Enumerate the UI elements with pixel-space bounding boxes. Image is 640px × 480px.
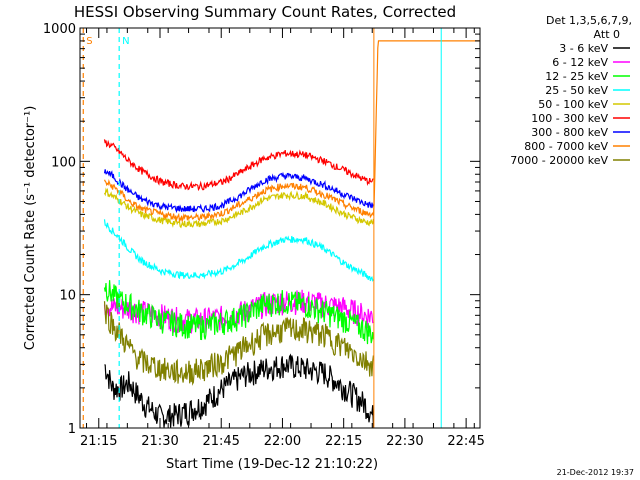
series-line <box>103 280 374 345</box>
series-line <box>104 353 374 428</box>
legend-item-label: 300 - 800 keV <box>531 126 608 139</box>
x-tick-label: 21:15 <box>80 434 117 449</box>
legend-item-label: 50 - 100 keV <box>538 98 608 111</box>
data-series-group <box>103 28 480 428</box>
legend-header-line-2: Att 0 <box>594 28 620 41</box>
series-line <box>103 301 374 386</box>
series-line <box>103 187 374 229</box>
x-tick-label: 22:45 <box>447 434 484 449</box>
legend-item-label: 800 - 7000 keV <box>524 140 608 153</box>
y-tick-label: 10 <box>59 289 76 304</box>
series-line <box>103 139 374 192</box>
x-tick-label: 22:15 <box>325 434 362 449</box>
series-line <box>103 169 374 214</box>
legend-header-line-1: Det 1,3,5,6,7,9, <box>546 14 632 27</box>
y-axis: 1 10 100 1000 <box>43 22 480 437</box>
y-axis-label: Corrected Count Rate (s⁻¹ detector⁻¹) <box>23 106 38 351</box>
x-axis-label: Start Time (19-Dec-12 21:10:22) <box>166 457 378 472</box>
series-line <box>103 40 480 223</box>
y-tick-label: 1000 <box>43 22 76 37</box>
x-tick-label: 21:30 <box>141 434 178 449</box>
legend-item-label: 100 - 300 keV <box>531 112 608 125</box>
series-line <box>103 219 374 282</box>
x-tick-label: 22:00 <box>264 434 301 449</box>
plot-frame <box>79 27 481 429</box>
legend-item-label: 6 - 12 keV <box>552 56 608 69</box>
marker-label: N <box>122 36 129 47</box>
legend-item-label: 25 - 50 keV <box>545 84 608 97</box>
legend-item-label: 3 - 6 keV <box>559 42 608 55</box>
y-tick-label: 1 <box>68 422 76 437</box>
footer-timestamp: 21-Dec-2012 19:37 <box>557 468 634 477</box>
y-tick-label: 100 <box>51 155 76 170</box>
marker-label: S <box>86 36 92 47</box>
x-tick-label: 22:30 <box>386 434 423 449</box>
chart-title: HESSI Observing Summary Count Rates, Cor… <box>74 3 456 21</box>
legend-item-label: 12 - 25 keV <box>545 70 608 83</box>
legend-item-label: 7000 - 20000 keV <box>510 154 608 167</box>
x-tick-label: 21:45 <box>202 434 239 449</box>
x-axis: 21:15 21:30 21:45 22:00 22:15 22:30 22:45 <box>80 28 485 449</box>
